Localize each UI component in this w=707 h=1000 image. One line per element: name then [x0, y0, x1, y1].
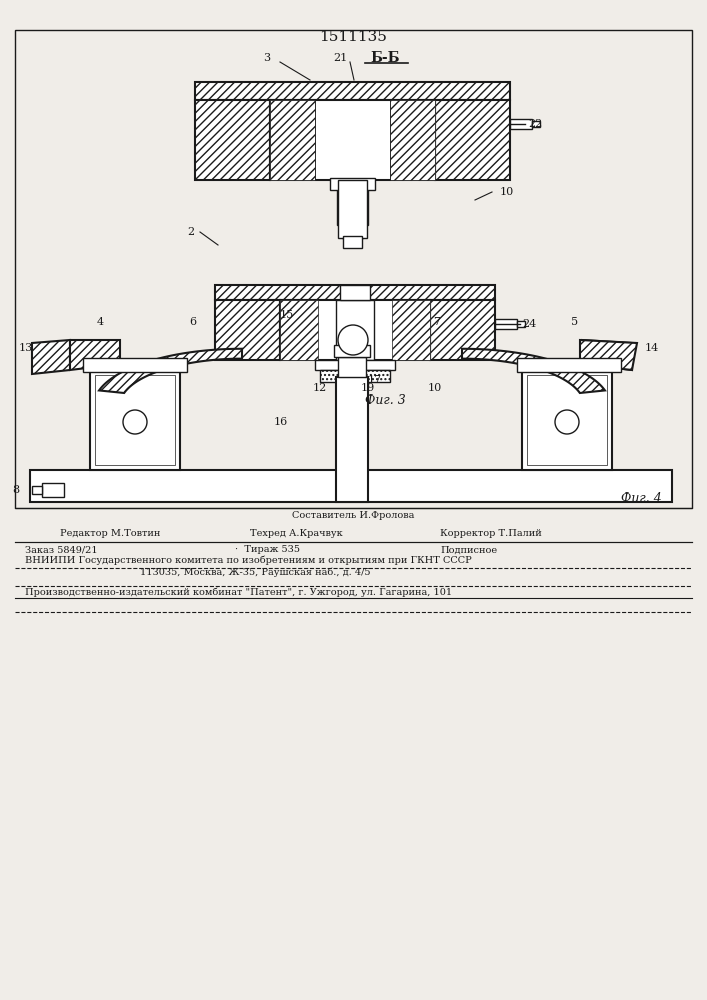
- Text: 8: 8: [12, 485, 19, 495]
- Bar: [15, 30, 692, 508]
- Bar: [270, 100, 315, 180]
- Bar: [532, 121, 540, 127]
- Circle shape: [338, 325, 368, 355]
- Text: Составитель И.Фролова: Составитель И.Фролова: [292, 512, 414, 520]
- Bar: [527, 375, 607, 465]
- Bar: [280, 300, 318, 360]
- Bar: [195, 82, 510, 100]
- Bar: [340, 285, 370, 300]
- Bar: [392, 300, 430, 360]
- Bar: [30, 470, 672, 502]
- Text: ·  Тираж 535: · Тираж 535: [235, 546, 300, 554]
- Bar: [337, 180, 368, 225]
- Text: 3: 3: [264, 53, 271, 63]
- Bar: [338, 357, 366, 377]
- Bar: [83, 358, 187, 372]
- Text: 4: 4: [96, 317, 103, 327]
- Text: 21: 21: [333, 53, 347, 63]
- Bar: [330, 178, 375, 190]
- Text: 7: 7: [433, 317, 440, 327]
- Text: 2: 2: [187, 227, 194, 237]
- Text: 22: 22: [528, 119, 542, 129]
- Bar: [343, 236, 362, 248]
- Bar: [517, 321, 525, 327]
- Bar: [95, 375, 175, 465]
- Text: 6: 6: [189, 317, 197, 327]
- Bar: [390, 100, 435, 180]
- Bar: [522, 370, 612, 470]
- Bar: [320, 370, 390, 382]
- Text: Фиг. 3: Фиг. 3: [365, 393, 405, 406]
- Bar: [315, 360, 395, 370]
- Text: Фиг. 4: Фиг. 4: [621, 491, 662, 504]
- Text: Производственно-издательский комбинат "Патент", г. Ужгород, ул. Гагарина, 101: Производственно-издательский комбинат "П…: [25, 587, 452, 597]
- Bar: [517, 358, 621, 372]
- Bar: [195, 100, 270, 180]
- Text: 17: 17: [368, 375, 382, 385]
- Bar: [334, 345, 370, 357]
- Text: 10: 10: [500, 187, 514, 197]
- Bar: [90, 370, 180, 470]
- Text: 16: 16: [274, 417, 288, 427]
- Text: 19: 19: [361, 383, 375, 393]
- Text: 14: 14: [645, 343, 659, 353]
- Bar: [336, 377, 368, 502]
- Text: 5: 5: [571, 317, 578, 327]
- Text: Редактор М.Товтин: Редактор М.Товтин: [60, 528, 160, 538]
- Text: 13: 13: [19, 343, 33, 353]
- Bar: [338, 180, 367, 238]
- Bar: [495, 319, 517, 329]
- Text: Корректор Т.Палий: Корректор Т.Палий: [440, 528, 542, 538]
- Bar: [32, 486, 42, 494]
- Text: 1511135: 1511135: [319, 30, 387, 44]
- Polygon shape: [99, 349, 242, 393]
- Text: 24: 24: [522, 319, 536, 329]
- Bar: [342, 224, 363, 238]
- Polygon shape: [32, 340, 70, 374]
- Bar: [336, 300, 374, 360]
- Text: 15: 15: [280, 310, 294, 320]
- Bar: [430, 300, 495, 360]
- Text: Техред А.Крачвук: Техред А.Крачвук: [250, 528, 343, 538]
- Bar: [280, 300, 430, 360]
- Bar: [510, 119, 532, 129]
- Text: ВНИИПИ Государственного комитета по изобретениям и открытиям при ГКНТ СССР: ВНИИПИ Государственного комитета по изоб…: [25, 555, 472, 565]
- Bar: [270, 100, 435, 180]
- Polygon shape: [70, 340, 120, 370]
- Text: 113035, Москва, Ж-35, Раушская наб., д. 4/5: 113035, Москва, Ж-35, Раушская наб., д. …: [140, 567, 370, 577]
- Text: 10: 10: [428, 383, 442, 393]
- Circle shape: [123, 410, 147, 434]
- Bar: [215, 300, 495, 305]
- Text: Б-Б: Б-Б: [370, 51, 399, 65]
- Text: 12: 12: [313, 383, 327, 393]
- Text: Заказ 5849/21: Заказ 5849/21: [25, 546, 98, 554]
- Polygon shape: [580, 340, 637, 370]
- Bar: [435, 100, 510, 180]
- Bar: [42, 483, 64, 497]
- Text: Подписное: Подписное: [440, 546, 497, 554]
- Bar: [215, 285, 495, 300]
- Polygon shape: [462, 349, 605, 393]
- Bar: [215, 300, 280, 360]
- Circle shape: [555, 410, 579, 434]
- Polygon shape: [582, 340, 632, 370]
